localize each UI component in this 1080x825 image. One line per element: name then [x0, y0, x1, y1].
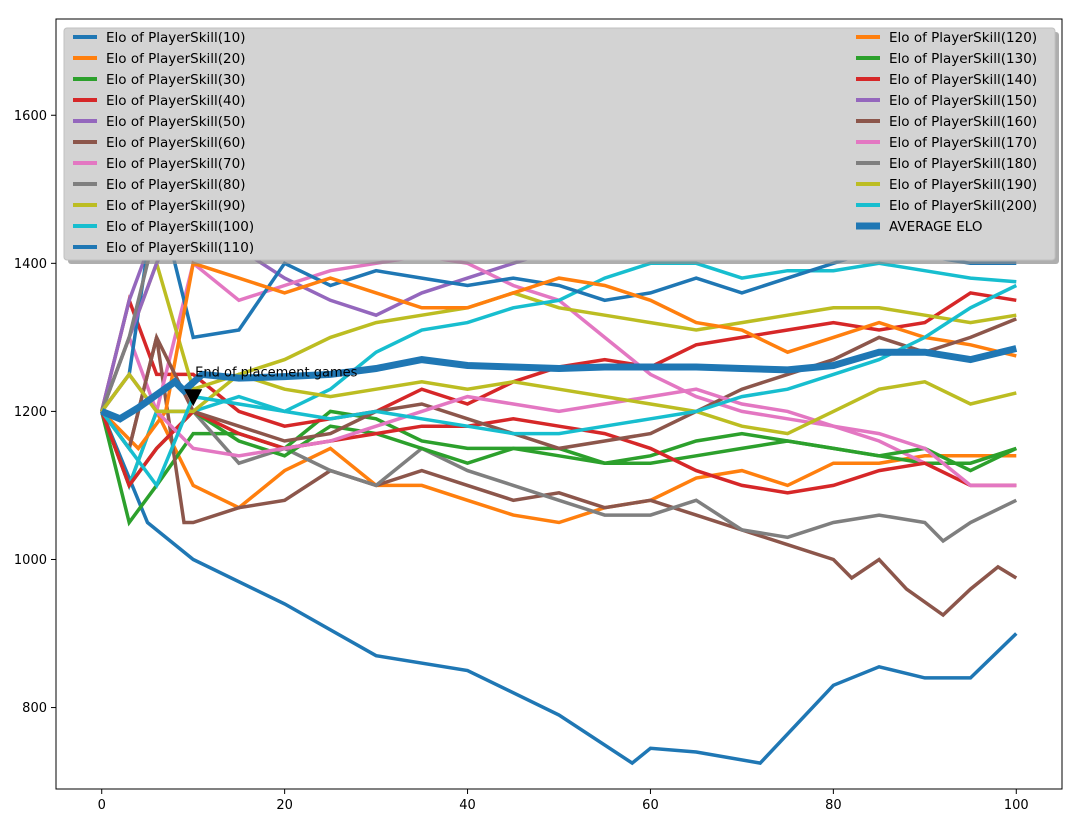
legend-label: AVERAGE ELO: [889, 219, 982, 235]
annotation-layer: End of placement games: [184, 365, 358, 407]
series-line-14: [100, 409, 1017, 495]
series-line-6: [100, 336, 1018, 618]
legend-label: Elo of PlayerSkill(140): [889, 72, 1037, 88]
legend-label: Elo of PlayerSkill(160): [889, 114, 1037, 130]
legend-label: Elo of PlayerSkill(100): [106, 219, 254, 235]
y-tick-label: 1600: [14, 109, 47, 124]
annotation-marker-icon: [184, 389, 203, 407]
legend-label: Elo of PlayerSkill(130): [889, 51, 1037, 67]
legend-label: Elo of PlayerSkill(200): [889, 198, 1037, 214]
legend-label: Elo of PlayerSkill(180): [889, 156, 1037, 172]
series-line-10: [100, 261, 1017, 491]
series-line-1: [100, 410, 1018, 766]
legend-label: Elo of PlayerSkill(170): [889, 135, 1037, 151]
series-line-9: [100, 257, 1017, 413]
legend-label: Elo of PlayerSkill(20): [106, 51, 246, 67]
y-tick-label: 800: [22, 701, 47, 716]
plot-frame: [55, 18, 1063, 790]
legend-label: Elo of PlayerSkill(70): [106, 156, 246, 172]
series-line-8: [100, 371, 1018, 544]
legend-label: Elo of PlayerSkill(110): [106, 240, 254, 256]
series-line-12: [100, 261, 1017, 452]
legend-label: Elo of PlayerSkill(50): [106, 114, 246, 130]
series-line-13: [100, 409, 1018, 490]
series-line-7: [100, 254, 1017, 488]
x-tick-label: 100: [1004, 798, 1029, 813]
legend-label: Elo of PlayerSkill(80): [106, 177, 246, 193]
x-tick-label: 80: [825, 798, 842, 813]
series-line-17: [100, 371, 1017, 488]
annotation-text: End of placement games: [195, 365, 357, 380]
x-tick-label: 40: [459, 798, 476, 813]
legend-box: [63, 27, 1056, 261]
legend: Elo of PlayerSkill(10) Elo of PlayerSkill…: [63, 27, 1059, 264]
series-line-16: [100, 317, 1017, 453]
legend-label: Elo of PlayerSkill(30): [106, 72, 246, 88]
y-tick-label: 1200: [14, 405, 47, 420]
legend-label: Elo of PlayerSkill(150): [889, 93, 1037, 109]
x-axis-ticks: 0 20 40 60 80 100: [98, 789, 1029, 813]
x-tick-label: 60: [642, 798, 659, 813]
series-line-2: [100, 406, 1017, 525]
y-tick-label: 1400: [14, 257, 47, 272]
x-tick-label: 0: [98, 798, 106, 813]
series-line-average-elo: [100, 345, 1018, 423]
legend-label: Elo of PlayerSkill(190): [889, 177, 1037, 193]
series-line-20: [100, 283, 1018, 489]
x-tick-label: 20: [276, 798, 293, 813]
y-axis-ticks: 800 1000 1200 1400 1600: [14, 109, 56, 716]
legend-label: Elo of PlayerSkill(60): [106, 135, 246, 151]
series-line-19: [100, 371, 1017, 436]
y-tick-label: 1000: [14, 553, 47, 568]
legend-label: Elo of PlayerSkill(120): [889, 30, 1037, 46]
legend-label: Elo of PlayerSkill(40): [106, 93, 246, 109]
legend-label: Elo of PlayerSkill(90): [106, 198, 246, 214]
legend-label: Elo of PlayerSkill(10): [106, 30, 246, 46]
